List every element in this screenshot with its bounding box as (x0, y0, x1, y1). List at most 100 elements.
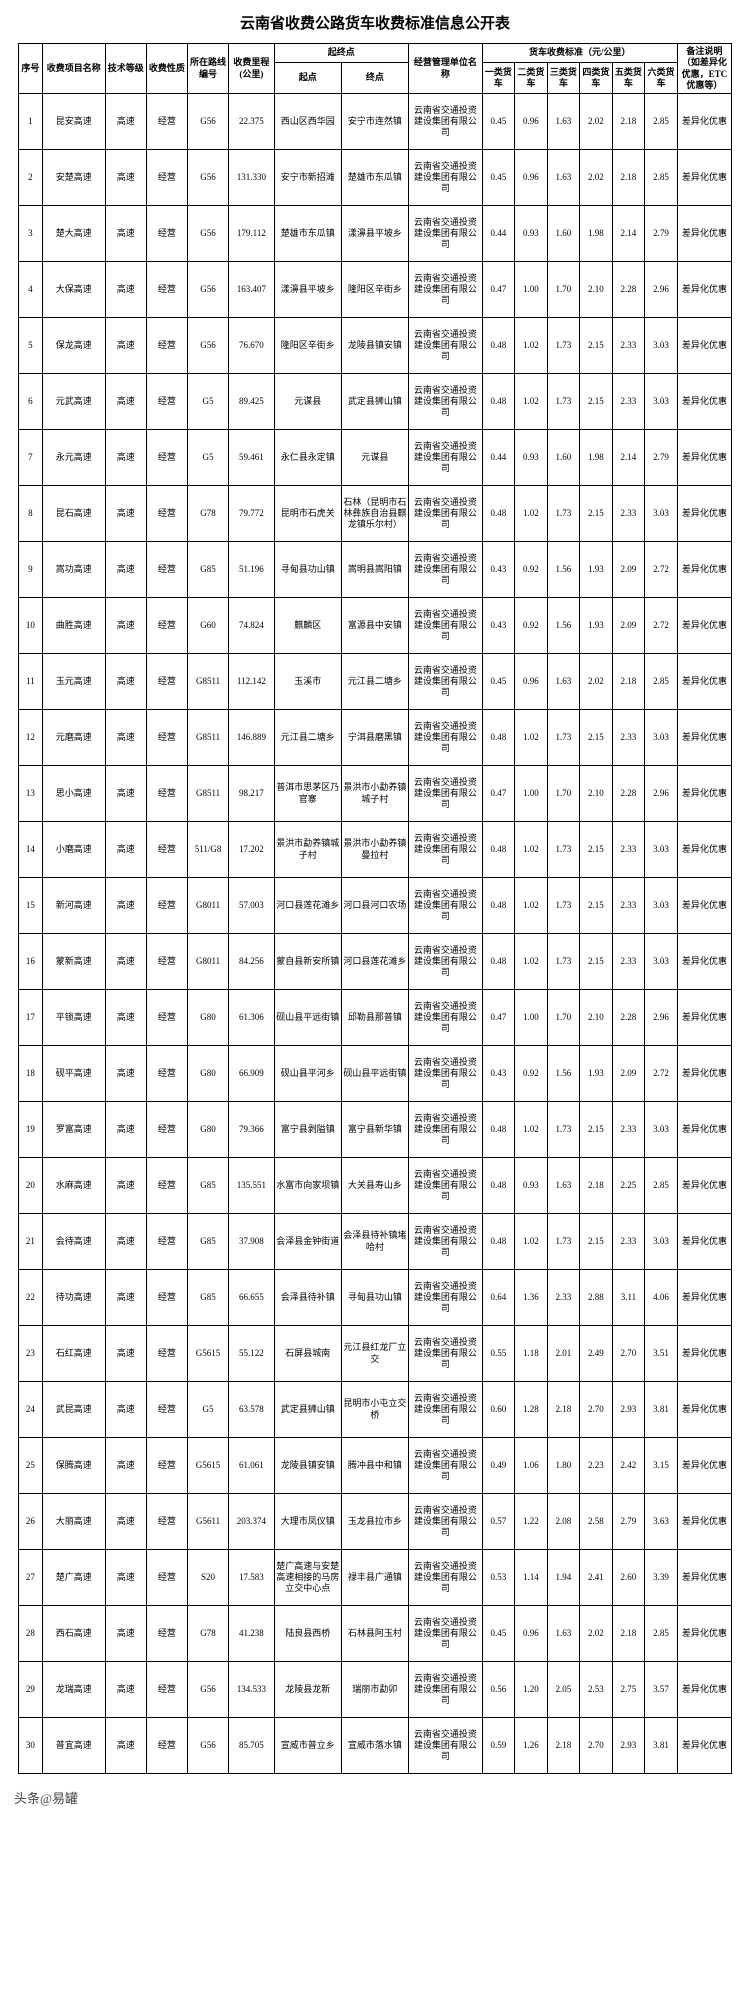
table-cell: 1.73 (547, 878, 580, 934)
table-row: 7永元高速高速经营G559.461永仁县永定镇元谋县云南省交通投资建设集团有限公… (19, 430, 732, 486)
table-cell: G85 (187, 1214, 228, 1270)
table-cell: 2.79 (612, 1494, 645, 1550)
table-cell: 思小高速 (42, 766, 105, 822)
table-cell: 安楚高速 (42, 150, 105, 206)
table-cell: 砚平高速 (42, 1046, 105, 1102)
table-cell: 会泽县金钟街道 (274, 1214, 341, 1270)
th-r3: 三类货车 (547, 62, 580, 93)
th-start: 起点 (274, 62, 341, 93)
table-cell: 会泽县待补镇堵哈村 (341, 1214, 408, 1270)
table-cell: 2.23 (580, 1438, 613, 1494)
table-cell: 河口县河口农场 (341, 878, 408, 934)
table-cell: 1.73 (547, 822, 580, 878)
table-cell: 差异化优惠 (677, 766, 731, 822)
table-cell: 平锁高速 (42, 990, 105, 1046)
table-cell: 高速 (105, 1550, 146, 1606)
table-cell: 0.48 (482, 878, 515, 934)
table-cell: 宣威市落水镇 (341, 1718, 408, 1774)
table-row: 15新河高速高速经营G801157.003河口县莲花滩乡河口县河口农场云南省交通… (19, 878, 732, 934)
table-cell: 水麻高速 (42, 1158, 105, 1214)
table-cell: 2.18 (612, 654, 645, 710)
table-cell: 云南省交通投资建设集团有限公司 (408, 1662, 482, 1718)
table-cell: 0.59 (482, 1718, 515, 1774)
table-cell: 经营 (146, 710, 187, 766)
table-cell: 差异化优惠 (677, 1382, 731, 1438)
table-cell: 高速 (105, 934, 146, 990)
table-body: 1昆安高速高速经营G5622.375西山区西华园安宁市连然镇云南省交通投资建设集… (19, 94, 732, 1774)
table-cell: 0.48 (482, 934, 515, 990)
table-cell: 云南省交通投资建设集团有限公司 (408, 990, 482, 1046)
table-cell: 云南省交通投资建设集团有限公司 (408, 1158, 482, 1214)
table-cell: 112.142 (229, 654, 275, 710)
table-cell: 会泽县待补镇 (274, 1270, 341, 1326)
table-cell: 差异化优惠 (677, 1438, 731, 1494)
table-row: 18砚平高速高速经营G8066.909砚山县平河乡砚山县平远街镇云南省交通投资建… (19, 1046, 732, 1102)
table-row: 5保龙高速高速经营G5676.670隆阳区辛街乡龙陵县镇安镇云南省交通投资建设集… (19, 318, 732, 374)
table-cell: 高速 (105, 206, 146, 262)
table-cell: 宣威市普立乡 (274, 1718, 341, 1774)
table-cell: 2.85 (645, 654, 678, 710)
table-cell: 经营 (146, 1662, 187, 1718)
table-cell: 2.85 (645, 150, 678, 206)
table-cell: 差异化优惠 (677, 150, 731, 206)
table-cell: 2.33 (612, 318, 645, 374)
table-row: 11玉元高速高速经营G8511112.142玉溪市元江县二塘乡云南省交通投资建设… (19, 654, 732, 710)
table-cell: 41.238 (229, 1606, 275, 1662)
table-cell: 2.33 (547, 1270, 580, 1326)
table-cell: G78 (187, 1606, 228, 1662)
table-cell: 3.03 (645, 710, 678, 766)
table-cell: 1.02 (515, 486, 548, 542)
table-cell: 37.908 (229, 1214, 275, 1270)
table-cell: 水富市向家坝镇 (274, 1158, 341, 1214)
table-cell: 19 (19, 1102, 43, 1158)
table-cell: 2.60 (612, 1550, 645, 1606)
table-cell: 隆阳区辛街乡 (341, 262, 408, 318)
table-cell: 1.26 (515, 1718, 548, 1774)
table-cell: 石红高速 (42, 1326, 105, 1382)
table-cell: 云南省交通投资建设集团有限公司 (408, 1270, 482, 1326)
table-cell: 龙陵县镇安镇 (341, 318, 408, 374)
table-cell: 1.73 (547, 1214, 580, 1270)
table-cell: 高速 (105, 990, 146, 1046)
table-cell: 2.85 (645, 1158, 678, 1214)
table-cell: 3.03 (645, 822, 678, 878)
table-cell: 大丽高速 (42, 1494, 105, 1550)
table-cell: 11 (19, 654, 43, 710)
table-cell: 0.92 (515, 598, 548, 654)
table-cell: 差异化优惠 (677, 374, 731, 430)
table-cell: 2.33 (612, 934, 645, 990)
table-cell: 2.15 (580, 1214, 613, 1270)
table-cell: 1.73 (547, 1102, 580, 1158)
table-cell: 3.03 (645, 878, 678, 934)
table-cell: 云南省交通投资建设集团有限公司 (408, 206, 482, 262)
table-cell: G8011 (187, 934, 228, 990)
table-cell: 1.73 (547, 710, 580, 766)
table-cell: 陆良县西桥 (274, 1606, 341, 1662)
table-cell: 1.73 (547, 374, 580, 430)
table-cell: 经营 (146, 934, 187, 990)
table-cell: G60 (187, 598, 228, 654)
table-head: 序号 收费项目名称 技术等级 收费性质 所在路线编号 收费里程(公里) 起终点 … (19, 44, 732, 94)
table-cell: 差异化优惠 (677, 1494, 731, 1550)
table-row: 19罗富高速高速经营G8079.366富宁县剥隘镇富宁县新华镇云南省交通投资建设… (19, 1102, 732, 1158)
table-cell: 61.306 (229, 990, 275, 1046)
table-cell: 1.60 (547, 430, 580, 486)
th-r1: 一类货车 (482, 62, 515, 93)
table-cell: 4.06 (645, 1270, 678, 1326)
table-cell: 高速 (105, 1606, 146, 1662)
table-cell: 0.45 (482, 150, 515, 206)
table-cell: 安宁市新招滩 (274, 150, 341, 206)
table-cell: 2.02 (580, 654, 613, 710)
table-cell: 29 (19, 1662, 43, 1718)
table-cell: 经营 (146, 1606, 187, 1662)
table-cell: G56 (187, 318, 228, 374)
footer-attrib: 头条@易罐 (0, 1782, 750, 1807)
table-cell: 0.47 (482, 262, 515, 318)
table-cell: 5 (19, 318, 43, 374)
table-cell: 2.85 (645, 94, 678, 150)
table-cell: 2.10 (580, 262, 613, 318)
table-cell: 差异化优惠 (677, 1102, 731, 1158)
table-cell: 0.48 (482, 486, 515, 542)
table-cell: 16 (19, 934, 43, 990)
table-cell: 1.93 (580, 598, 613, 654)
